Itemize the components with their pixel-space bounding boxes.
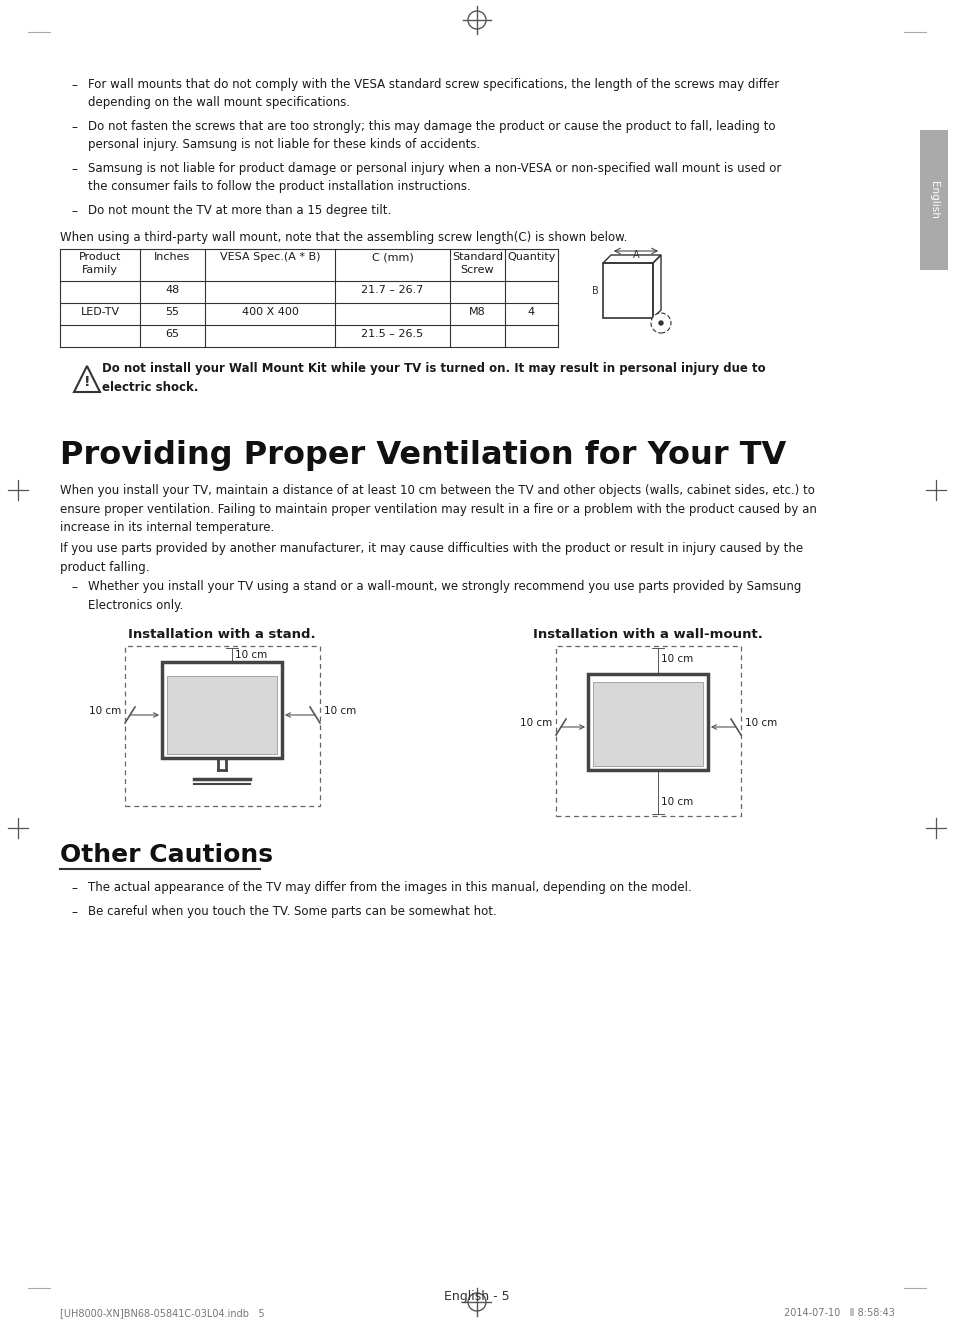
Text: 65: 65 bbox=[165, 329, 179, 339]
Text: –: – bbox=[71, 79, 77, 92]
Circle shape bbox=[650, 313, 670, 333]
Bar bbox=[162, 662, 282, 758]
Text: M8: M8 bbox=[469, 306, 485, 317]
Text: 2014-07-10   Ⅱ 8:58:43: 2014-07-10 Ⅱ 8:58:43 bbox=[783, 1308, 894, 1318]
Text: Be careful when you touch the TV. Some parts can be somewhat hot.: Be careful when you touch the TV. Some p… bbox=[88, 905, 497, 918]
Text: 10 cm: 10 cm bbox=[234, 650, 267, 660]
Text: Providing Proper Ventilation for Your TV: Providing Proper Ventilation for Your TV bbox=[60, 440, 785, 472]
Text: !: ! bbox=[84, 375, 91, 388]
Text: 400 X 400: 400 X 400 bbox=[241, 306, 298, 317]
Text: 48: 48 bbox=[165, 285, 179, 295]
Text: B: B bbox=[592, 285, 598, 296]
Text: When using a third-party wall mount, note that the assembling screw length(C) is: When using a third-party wall mount, not… bbox=[60, 231, 627, 244]
Text: A: A bbox=[632, 250, 639, 260]
Text: –: – bbox=[71, 581, 77, 594]
Text: 10 cm: 10 cm bbox=[744, 719, 777, 728]
Text: VESA Spec.(A * B): VESA Spec.(A * B) bbox=[219, 252, 320, 262]
Text: 10 cm: 10 cm bbox=[519, 719, 552, 728]
Text: Product
Family: Product Family bbox=[79, 252, 121, 275]
Text: Do not mount the TV at more than a 15 degree tilt.: Do not mount the TV at more than a 15 de… bbox=[88, 203, 391, 217]
Text: Inches: Inches bbox=[154, 252, 191, 262]
Text: –: – bbox=[71, 162, 77, 176]
Text: Standard
Screw: Standard Screw bbox=[452, 252, 502, 275]
Text: When you install your TV, maintain a distance of at least 10 cm between the TV a: When you install your TV, maintain a dis… bbox=[60, 483, 816, 534]
Text: 21.5 – 26.5: 21.5 – 26.5 bbox=[361, 329, 423, 339]
Text: If you use parts provided by another manufacturer, it may cause difficulties wit: If you use parts provided by another man… bbox=[60, 542, 802, 573]
Text: 10 cm: 10 cm bbox=[660, 654, 693, 664]
Text: –: – bbox=[71, 882, 77, 896]
Text: LED-TV: LED-TV bbox=[80, 306, 119, 317]
Text: 55: 55 bbox=[165, 306, 179, 317]
Text: For wall mounts that do not comply with the VESA standard screw specifications, : For wall mounts that do not comply with … bbox=[88, 78, 779, 110]
Text: –: – bbox=[71, 205, 77, 218]
Text: Whether you install your TV using a stand or a wall-mount, we strongly recommend: Whether you install your TV using a stan… bbox=[88, 580, 801, 612]
Text: Quantity: Quantity bbox=[507, 252, 555, 262]
Circle shape bbox=[659, 321, 662, 325]
Bar bbox=[125, 646, 319, 806]
Bar bbox=[556, 646, 740, 816]
Text: Do not fasten the screws that are too strongly; this may damage the product or c: Do not fasten the screws that are too st… bbox=[88, 120, 775, 151]
Text: –: – bbox=[71, 906, 77, 919]
Text: English - 5: English - 5 bbox=[444, 1291, 509, 1303]
Text: 10 cm: 10 cm bbox=[660, 797, 693, 807]
Text: [UH8000-XN]BN68-05841C-03L04.indb   5: [UH8000-XN]BN68-05841C-03L04.indb 5 bbox=[60, 1308, 264, 1318]
Text: 4: 4 bbox=[527, 306, 535, 317]
Bar bbox=[919, 129, 947, 269]
Bar bbox=[167, 676, 276, 754]
Text: Installation with a stand.: Installation with a stand. bbox=[128, 627, 315, 641]
Text: English: English bbox=[928, 181, 938, 219]
Bar bbox=[593, 682, 702, 766]
Text: The actual appearance of the TV may differ from the images in this manual, depen: The actual appearance of the TV may diff… bbox=[88, 881, 691, 894]
Text: 10 cm: 10 cm bbox=[324, 705, 355, 716]
Bar bbox=[587, 674, 707, 770]
Text: Other Cautions: Other Cautions bbox=[60, 843, 273, 867]
Text: Installation with a wall-mount.: Installation with a wall-mount. bbox=[533, 627, 762, 641]
Text: 21.7 – 26.7: 21.7 – 26.7 bbox=[361, 285, 423, 295]
Text: –: – bbox=[71, 122, 77, 133]
Text: Do not install your Wall Mount Kit while your TV is turned on. It may result in : Do not install your Wall Mount Kit while… bbox=[102, 362, 765, 394]
Text: Samsung is not liable for product damage or personal injury when a non-VESA or n: Samsung is not liable for product damage… bbox=[88, 162, 781, 193]
Text: 10 cm: 10 cm bbox=[89, 705, 121, 716]
Text: C (mm): C (mm) bbox=[372, 252, 413, 262]
